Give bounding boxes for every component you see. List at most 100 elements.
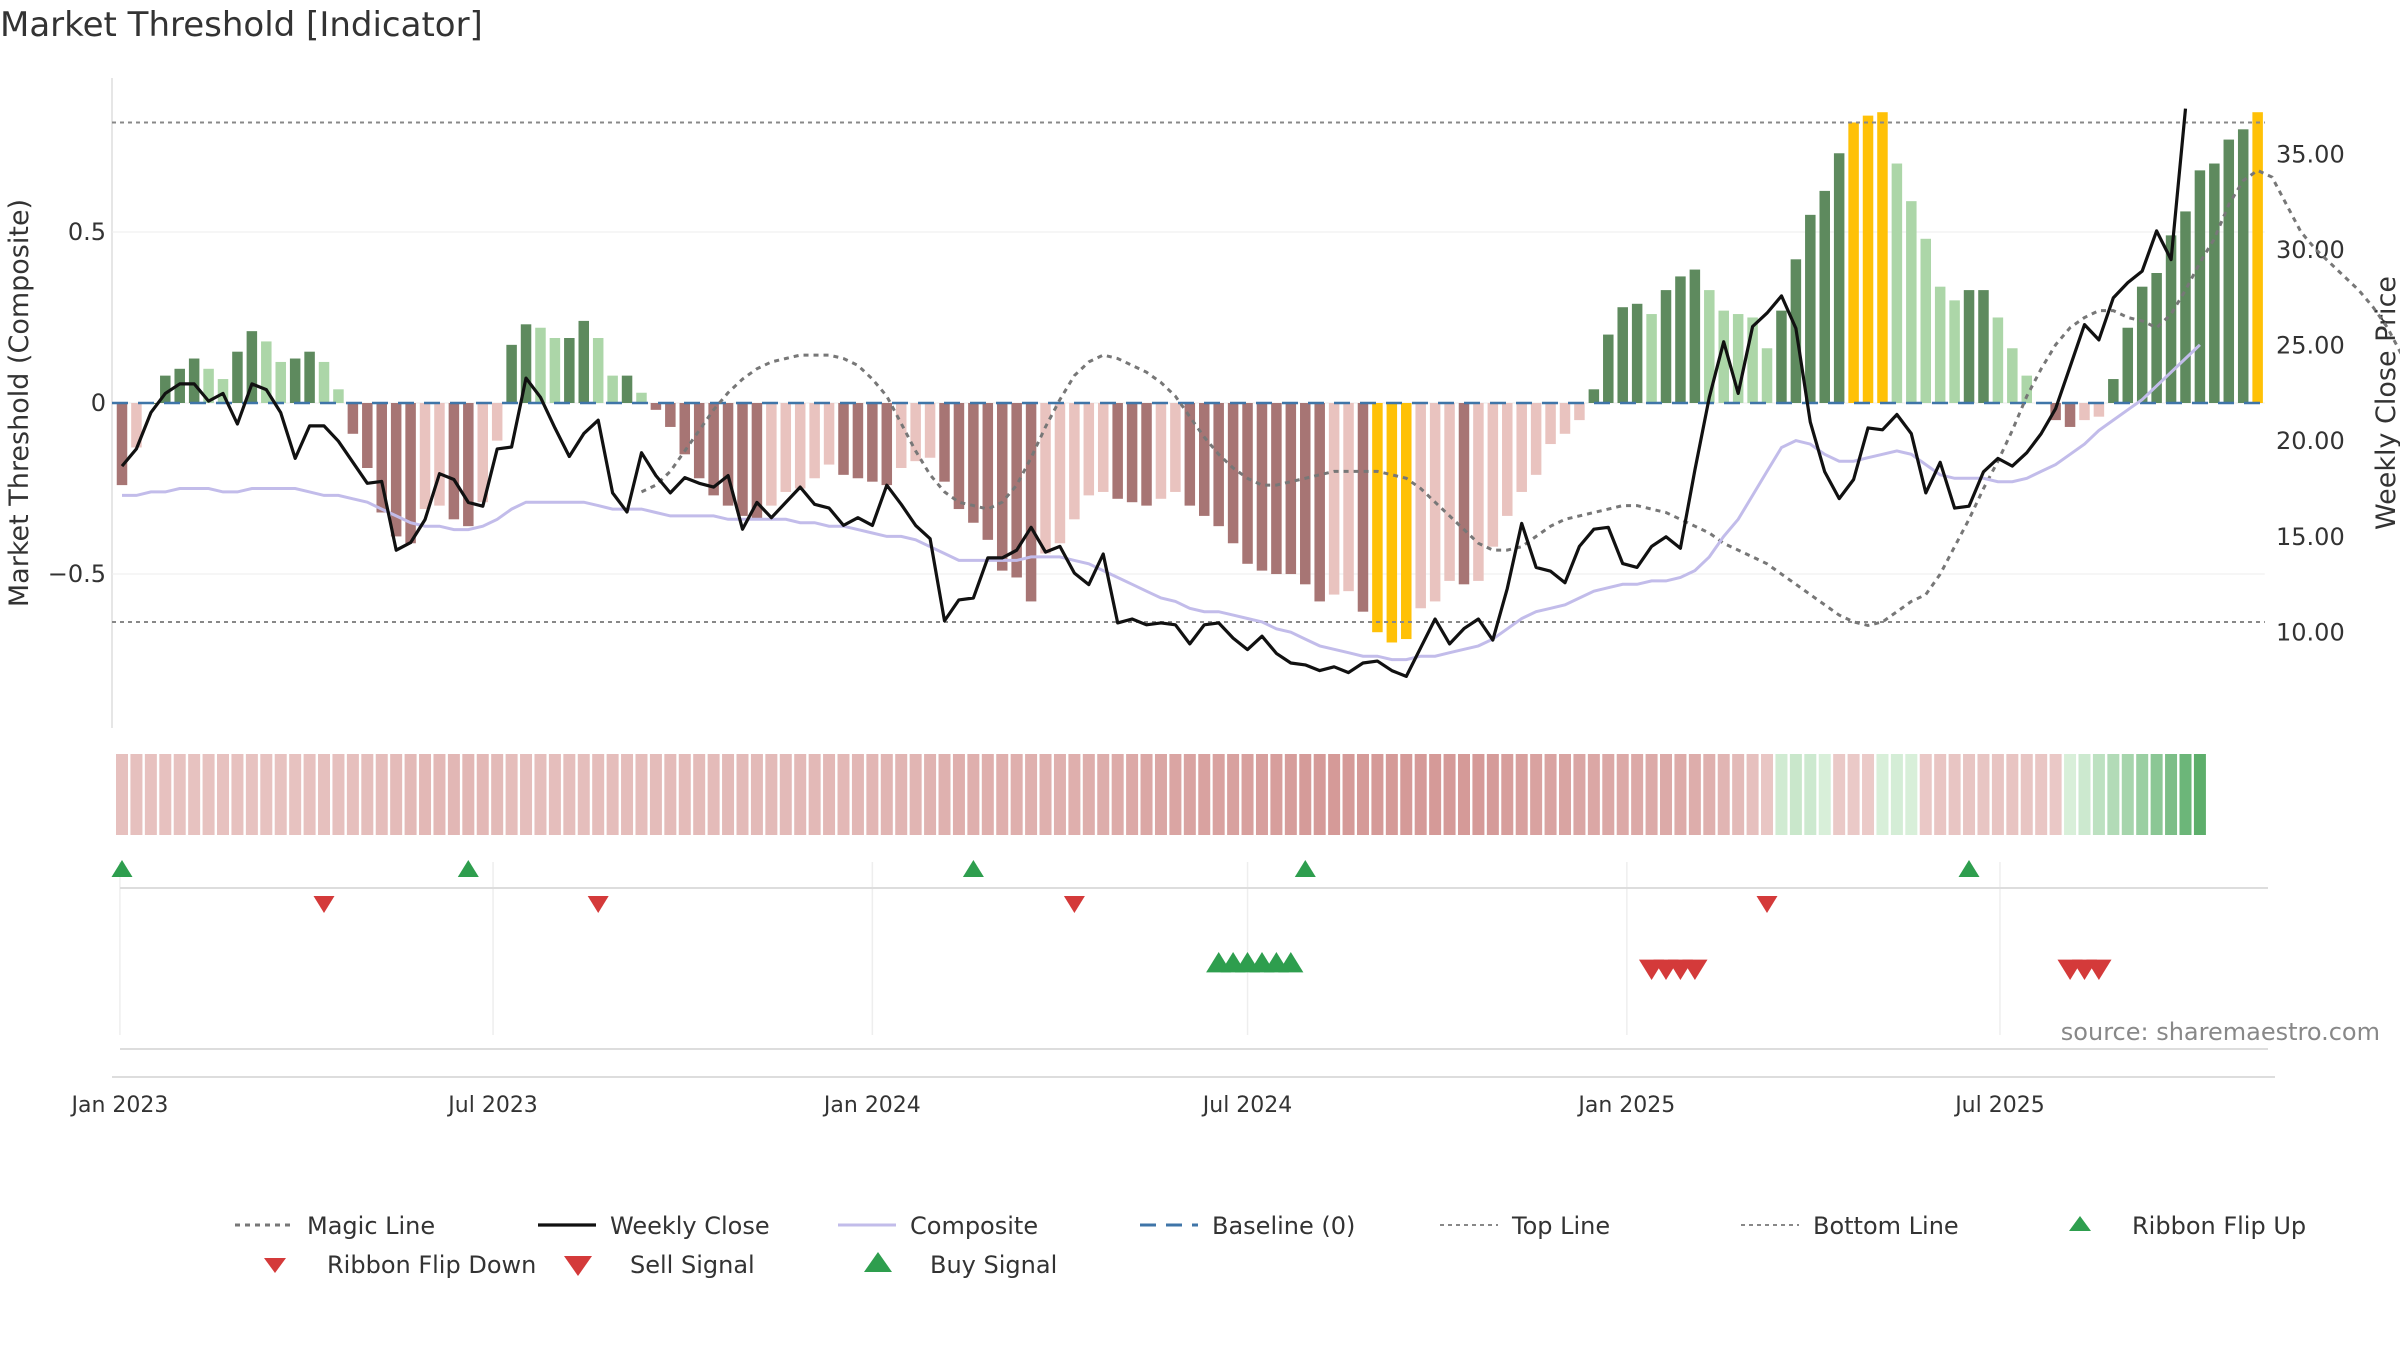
composite-bar <box>607 375 618 403</box>
ribbon-cell <box>1616 754 1629 835</box>
composite-bars <box>116 112 2263 643</box>
ribbon-cell <box>621 754 634 835</box>
ribbon-cell <box>1068 754 1081 835</box>
legend-swatch <box>2069 1216 2091 1231</box>
composite-bar <box>2180 211 2191 403</box>
composite-bar <box>549 338 561 403</box>
ribbon-cell <box>1025 754 1038 835</box>
x-tick-label: Jan 2024 <box>822 1093 921 1118</box>
composite-bar <box>679 403 691 455</box>
composite-bar <box>1530 403 1542 475</box>
legend-label: Composite <box>910 1212 1038 1240</box>
ribbon-cell <box>1862 754 1875 835</box>
ribbon-cell <box>981 754 994 835</box>
legend-label: Top Line <box>1511 1212 1610 1240</box>
ribbon-cell <box>1559 754 1571 835</box>
ribbon-cell <box>2020 754 2033 835</box>
ribbon-cell <box>649 754 662 835</box>
composite-bar <box>1184 403 1196 506</box>
composite-bar <box>434 403 445 506</box>
ribbon-cell <box>1515 754 1528 835</box>
ribbon-cell <box>303 754 316 835</box>
ribbon-cell <box>505 754 518 835</box>
composite-bar <box>1805 214 1816 403</box>
composite-line <box>122 343 2201 662</box>
composite-bar <box>246 331 258 403</box>
ribbon-cell <box>678 754 691 835</box>
composite-bar <box>1603 334 1614 403</box>
ribbon-cell <box>837 754 850 835</box>
x-tick-label: Jul 2024 <box>1201 1093 1293 1118</box>
composite-bar <box>1242 403 1253 564</box>
composite-bar <box>823 403 835 465</box>
composite-bar <box>766 403 777 506</box>
composite-bar <box>939 403 950 482</box>
ribbon-cell <box>1977 754 1990 835</box>
ribbon-cell <box>1097 754 1110 835</box>
ribbon-cell <box>880 754 893 835</box>
ribbon-cell <box>361 754 374 835</box>
ribbon-cell <box>1660 754 1673 835</box>
ribbon-cell <box>274 754 287 835</box>
composite-bar <box>1646 314 1657 403</box>
ribbon-cell <box>664 754 677 835</box>
ribbon-cell <box>375 754 388 835</box>
composite-bar <box>217 379 229 403</box>
ribbon-cell <box>520 754 533 835</box>
ribbon-cell <box>1573 754 1586 835</box>
ribbon-cell <box>1501 754 1514 835</box>
ribbon-cell <box>1111 754 1124 835</box>
ribbon-cell <box>1154 754 1167 835</box>
composite-bar <box>1170 403 1181 492</box>
composite-bar <box>867 403 878 482</box>
composite-bar <box>1891 163 1903 403</box>
ribbon-cell <box>332 754 345 835</box>
legend-label: Magic Line <box>307 1212 435 1240</box>
ribbon-cell <box>419 754 432 835</box>
ribbon-cell <box>231 754 244 835</box>
composite-bar <box>160 375 171 403</box>
composite-bar <box>520 324 532 403</box>
right-tick-label: 30.00 <box>2276 236 2345 264</box>
ribbon-cell <box>1631 754 1644 835</box>
composite-bar <box>1675 276 1686 403</box>
ribbon-flip-up-marker <box>1958 860 1980 877</box>
composite-bar <box>564 338 575 403</box>
composite-bar <box>1631 303 1643 403</box>
composite-bar <box>203 368 214 403</box>
ribbon-cell <box>1342 754 1355 835</box>
composite-bar <box>1357 403 1369 612</box>
composite-bar <box>1213 403 1224 527</box>
ribbon-cell <box>548 754 561 835</box>
composite-bar <box>2108 379 2119 403</box>
ribbon-cell <box>1198 754 1211 835</box>
composite-bar <box>2165 235 2177 403</box>
composite-bar <box>780 403 792 492</box>
ribbon-cell <box>390 754 403 835</box>
composite-bar <box>996 403 1008 571</box>
ribbon-cell <box>693 754 706 835</box>
composite-bar <box>1141 403 1152 506</box>
ribbon-cell <box>2006 754 2019 835</box>
ribbon-cell <box>1530 754 1543 835</box>
ribbon-cell <box>318 754 331 835</box>
ribbon-cell <box>1299 754 1312 835</box>
ribbon-cell <box>1414 754 1427 835</box>
legend: Magic Line Weekly Close Composite Baseline … <box>235 1212 2306 1279</box>
composite-bar <box>2122 327 2134 403</box>
ribbon-cell <box>1876 754 1889 835</box>
composite-bar <box>2021 375 2033 403</box>
legend-label: Ribbon Flip Up <box>2132 1212 2306 1240</box>
composite-bar <box>491 403 503 441</box>
ribbon-flip-down-marker <box>1756 896 1778 913</box>
ribbon-cell <box>1688 754 1701 835</box>
ribbon-cell <box>823 754 836 835</box>
ribbon-cell <box>2078 754 2091 835</box>
legend-label: Weekly Close <box>610 1212 770 1240</box>
composite-bar <box>362 403 373 468</box>
composite-bar <box>737 403 748 516</box>
ribbon-cell <box>2179 754 2192 835</box>
ribbon-cell <box>447 754 460 835</box>
composite-bar <box>304 351 315 403</box>
ribbon-cell <box>967 754 980 835</box>
